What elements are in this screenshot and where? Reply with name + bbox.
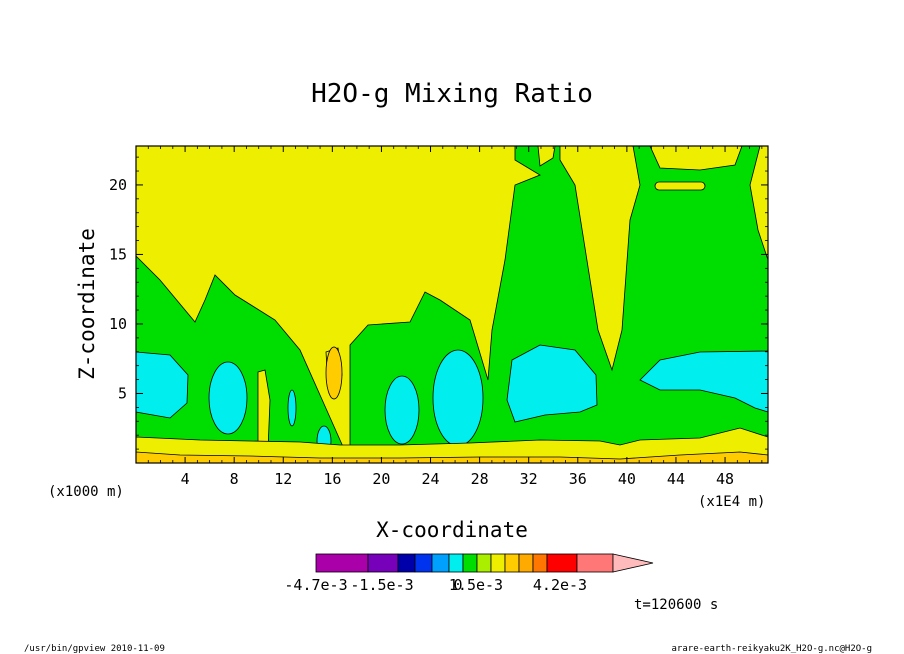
colorbar-swatch — [490, 553, 506, 573]
x-tick-label: 40 — [618, 470, 636, 488]
x-tick-label: 20 — [372, 470, 390, 488]
colorbar-labels: -4.7e-3 -1.5e-3 01.5e-3 4.2e-3 — [284, 576, 587, 594]
footer-right: arare-earth-reikyaku2K_H2O-g.nc@H2O-g — [672, 644, 872, 654]
x-tick-label: 32 — [520, 470, 538, 488]
colorbar-swatch — [367, 553, 399, 573]
x-tick-label: 36 — [569, 470, 587, 488]
colorbar-label: -4.7e-3 — [284, 576, 347, 594]
colorbar-swatch — [576, 553, 614, 573]
colorbar-swatch — [397, 553, 416, 573]
contour-cyan-5 — [384, 375, 420, 445]
x-tick-label: 8 — [230, 470, 239, 488]
y-tick-label: 20 — [109, 176, 127, 194]
contour-cyan-7 — [506, 344, 598, 423]
x-scale-label: (x1E4 m) — [698, 494, 765, 510]
x-tick-label: 28 — [471, 470, 489, 488]
colorbar — [315, 553, 654, 573]
time-label: t=120600 s — [634, 597, 718, 613]
y-axis-title: Z-coordinate — [75, 228, 99, 380]
contour-cyan-8 — [639, 350, 769, 413]
chart-title: H2O-g Mixing Ratio — [311, 79, 593, 109]
x-tick-label: 48 — [716, 470, 734, 488]
x-tick-label: 44 — [667, 470, 685, 488]
y-tick-label: 5 — [118, 384, 127, 402]
colorbar-swatch — [532, 553, 548, 573]
plot-area — [135, 145, 769, 464]
contour-yellow-inner-3 — [654, 181, 706, 191]
y-axis: 5 10 15 20 — [109, 156, 768, 450]
x-tick-label: 4 — [181, 470, 190, 488]
colorbar-swatch — [414, 553, 433, 573]
colorbar-swatch — [546, 553, 578, 573]
colorbar-label: 4.2e-3 — [533, 576, 587, 594]
contour-cyan-2 — [208, 361, 248, 435]
colorbar-swatch — [476, 553, 492, 573]
contour-cyan-6 — [432, 349, 484, 447]
colorbar-label: 0 — [453, 576, 462, 594]
y-tick-label: 10 — [109, 315, 127, 333]
x-unit-label: (x1000 m) — [48, 484, 124, 500]
x-tick-label: 24 — [421, 470, 439, 488]
x-axis: 4 8 12 16 20 24 28 32 36 40 44 48 — [147, 146, 763, 488]
colorbar-swatch — [315, 553, 369, 573]
colorbar-label: -1.5e-3 — [350, 576, 413, 594]
contour-cyan-3 — [287, 389, 297, 427]
y-tick-label: 15 — [109, 245, 127, 263]
x-tick-label: 12 — [274, 470, 292, 488]
plot-frame — [135, 145, 769, 464]
colorbar-swatch — [431, 553, 450, 573]
colorbar-swatch — [504, 553, 520, 573]
colorbar-swatch — [518, 553, 534, 573]
contour-orange-blob — [325, 346, 343, 400]
colorbar-arrow — [612, 553, 654, 573]
colorbar-label: 1.5e-3 — [449, 576, 503, 594]
footer-left: /usr/bin/gpview 2010-11-09 — [24, 644, 165, 654]
colorbar-swatch — [448, 553, 464, 573]
x-axis-title: X-coordinate — [376, 518, 528, 542]
x-tick-label: 16 — [323, 470, 341, 488]
colorbar-swatch — [462, 553, 478, 573]
